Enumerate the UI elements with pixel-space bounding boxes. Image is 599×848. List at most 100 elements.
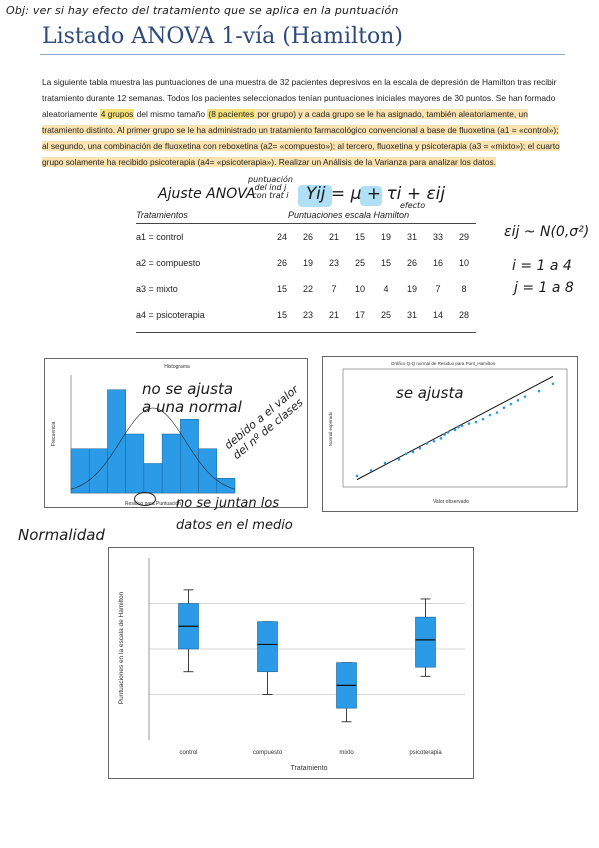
hist-bar: [125, 433, 145, 494]
qq-title: Gráfico Q-Q normal de Residuo para Punt_…: [391, 361, 496, 366]
box-iqr: [257, 621, 278, 673]
hist-bar: [143, 463, 163, 494]
hist-title: Histograma: [164, 364, 190, 370]
puntuacion-line-3: con trat i: [252, 191, 289, 200]
table-cell: 31: [406, 310, 417, 320]
handwritten-i-range: i = 1 a 4: [512, 258, 572, 274]
handwritten-error-distribution: εij ~ N(0,σ²): [504, 224, 590, 240]
qq-point: [446, 431, 450, 434]
table-cell: 25: [380, 310, 391, 320]
qq-point: [467, 422, 471, 425]
qq-point: [457, 425, 460, 429]
qq-point: [432, 439, 436, 443]
header-puntuaciones: Puntuaciones escala Hamilton: [288, 210, 410, 220]
puntuacion-line-1: puntuación: [248, 175, 293, 184]
table-cell: 15: [276, 284, 287, 294]
juntan-line-2: datos en el medio: [176, 518, 293, 533]
table-cell: 22: [302, 284, 313, 294]
qq-x-label: Valor observado: [433, 499, 469, 505]
handwritten-j-range: j = 1 a 8: [514, 280, 574, 296]
boxplot-panel: control compuesto mixto psicoterapia Tratami…: [108, 547, 474, 779]
box-x-label: Tratamiento: [290, 765, 327, 772]
hist-bar: [88, 448, 108, 494]
box-category-label: control: [179, 750, 197, 756]
qq-point: [355, 474, 359, 478]
table-cell: 15: [354, 232, 365, 242]
qq-point: [474, 420, 478, 424]
handwritten-normalidad: Normalidad: [18, 526, 105, 544]
table-cell: 21: [328, 310, 339, 320]
intro-text-2: del mismo tamaño: [134, 109, 208, 119]
qq-point: [523, 395, 527, 398]
table-cell: 8: [461, 284, 467, 294]
table-cell: 28: [458, 310, 469, 320]
handwritten-hist-note: no se ajusta a una normal: [142, 380, 242, 416]
table-row: a3 = mixto 15 22 7 10 4 19 7 8: [136, 276, 476, 302]
qq-point: [383, 461, 387, 465]
table-cell: 24: [276, 232, 287, 242]
qq-frame: [342, 368, 568, 488]
handwritten-qq-note: se ajusta: [396, 384, 464, 402]
header-tratamientos: Tratamientos: [136, 210, 188, 220]
intro-paragraph: La siguiente tabla muestra las puntuacio…: [42, 74, 564, 170]
qq-point: [404, 452, 408, 456]
table-header: Tratamientos Puntuaciones escala Hamilto…: [136, 208, 476, 224]
hist-bar: [198, 448, 218, 494]
handwritten-circle-mark: [134, 492, 156, 506]
table-cell: 19: [406, 284, 417, 294]
qq-reference-line: [356, 375, 554, 481]
hist-y-label: Frecuencia: [51, 421, 57, 446]
hamilton-scores-table: Tratamientos Puntuaciones escala Hamilto…: [136, 208, 476, 333]
table-cell: 10: [458, 258, 469, 268]
histogram-chart: Histograma Residuo para Puntuación Frecuen…: [51, 364, 236, 507]
table-cell: 31: [406, 232, 417, 242]
table-cell: 26: [302, 232, 313, 242]
qq-point: [516, 399, 520, 402]
histogram-panel: Histograma Residuo para Puntuación Frecuen…: [44, 358, 308, 508]
table-cell: 33: [432, 232, 443, 242]
table-cell: 23: [302, 310, 313, 320]
qq-point: [488, 413, 492, 417]
row-label: a4 = psicoterapia: [136, 310, 205, 320]
highlight-4-grupos: 4 grupos: [99, 109, 135, 119]
qq-point: [453, 428, 457, 432]
table-cell: 16: [432, 258, 443, 268]
hist-bar: [180, 419, 199, 494]
puntuacion-line-2: del ind j: [254, 183, 287, 192]
highlight-8-pacientes: (8 pacientes: [207, 109, 256, 119]
handwritten-juntan-note: no se juntan los datos en el medio: [176, 493, 293, 537]
table-cell: 25: [354, 258, 365, 268]
table-row: a4 = psicoterapia 15 23 21 17 25 31 14 28: [136, 302, 476, 328]
table-cell: 7: [331, 284, 337, 294]
hist-bar: [70, 448, 90, 494]
highlight-tau-i: [360, 186, 382, 206]
table-cell: 15: [380, 258, 391, 268]
qq-point: [509, 402, 513, 406]
table-cell: 10: [354, 284, 365, 294]
table-cell: 23: [328, 258, 339, 268]
handwritten-anova-model: Yij = μ + τi + εij: [306, 184, 446, 204]
qq-point: [551, 382, 555, 386]
qq-point: [397, 458, 401, 461]
table-cell: 17: [354, 310, 365, 320]
qq-y-label: Normal esperado: [328, 411, 333, 446]
box-y-label: Puntuaciones en la escala de Hamilton: [118, 591, 125, 704]
table-body: a1 = control 24 26 21 15 19 31 33 29 a2 = compues…: [136, 224, 476, 328]
handwritten-objective-note: Obj: ver si hay efecto del tratamiento q…: [6, 4, 399, 17]
handwritten-puntuacion-note: puntuación del ind j con trat i: [248, 176, 293, 200]
qq-point: [460, 424, 464, 428]
qq-point: [481, 417, 485, 421]
table-cell: 19: [302, 258, 313, 268]
page-title: Listado ANOVA 1-vía (Hamilton): [42, 24, 403, 49]
table-row: a1 = control 24 26 21 15 19 31 33 29: [136, 224, 476, 250]
hist-note-line-2: a una normal: [142, 398, 242, 416]
hist-normal-curve: [70, 407, 236, 490]
row-label: a2 = compuesto: [136, 258, 201, 268]
table-cell: 26: [406, 258, 417, 268]
box-category-label: mixto: [339, 750, 354, 756]
hist-x-label: Residuo para Puntuación: [125, 501, 181, 507]
hist-bar: [107, 389, 126, 494]
qq-plot-panel: Gráfico Q-Q normal de Residuo para Punt_…: [322, 356, 578, 512]
qq-point: [418, 446, 422, 450]
juntan-line-1: no se juntan los: [176, 496, 280, 511]
